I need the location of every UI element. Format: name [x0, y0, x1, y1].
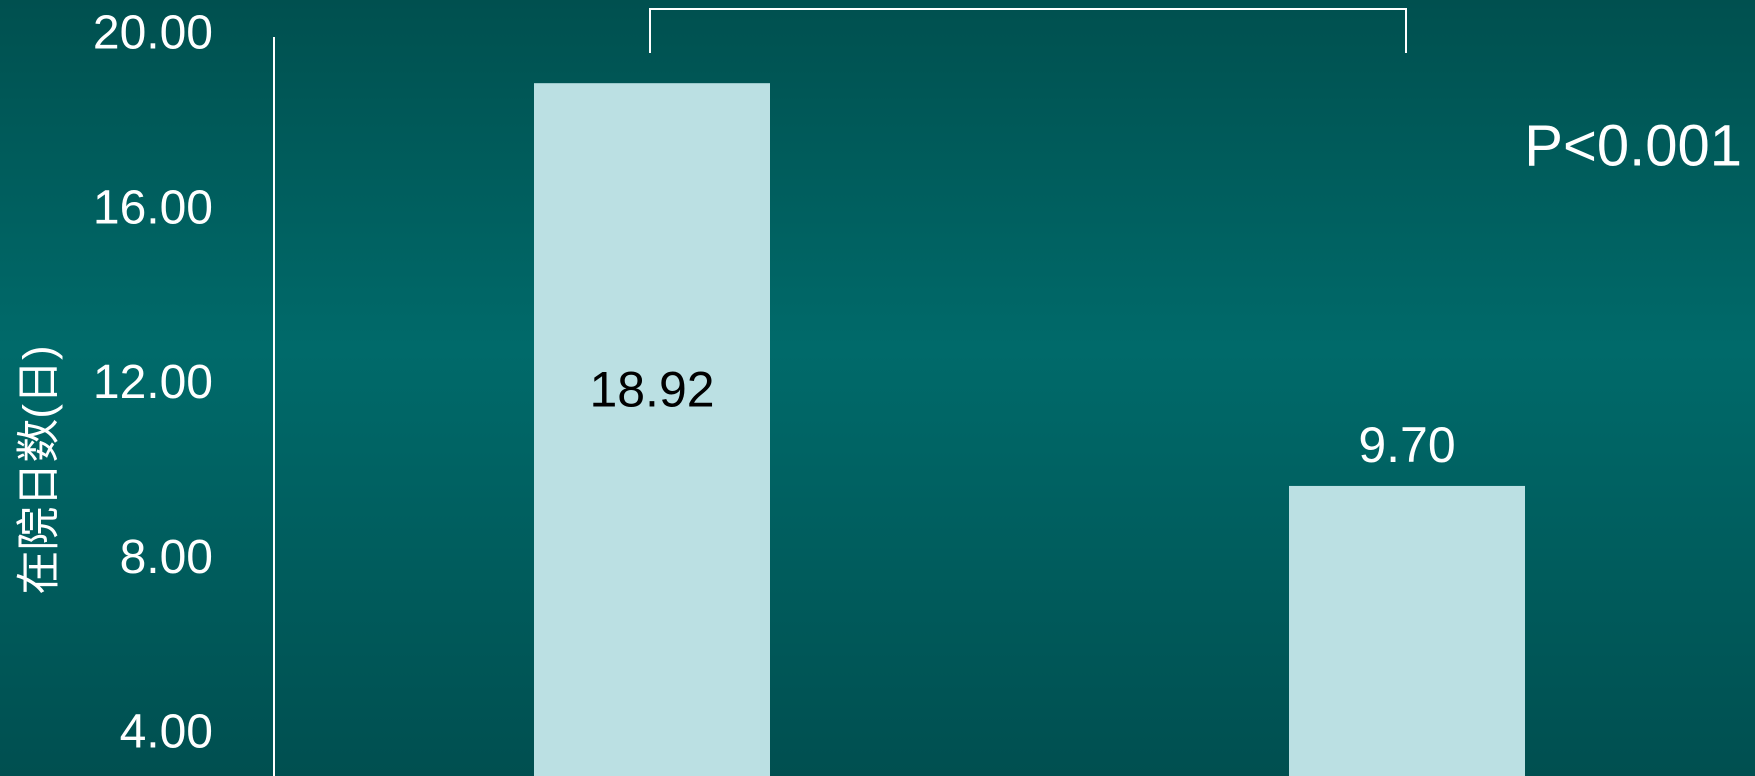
bar	[534, 83, 770, 776]
y-tick-label: 8.00	[120, 531, 213, 584]
y-axis-label: 在院日数(日)	[15, 345, 64, 594]
y-tick-label: 16.00	[93, 181, 213, 234]
data-label: 9.70	[1358, 417, 1455, 473]
data-label: 18.92	[589, 361, 714, 417]
y-tick-label: 4.00	[120, 706, 213, 759]
y-tick-label: 12.00	[93, 356, 213, 409]
y-tick-label: 20.00	[93, 7, 213, 60]
significance-bracket	[649, 8, 1407, 53]
annotation: P<0.001	[1524, 113, 1742, 178]
bar	[1289, 485, 1525, 776]
